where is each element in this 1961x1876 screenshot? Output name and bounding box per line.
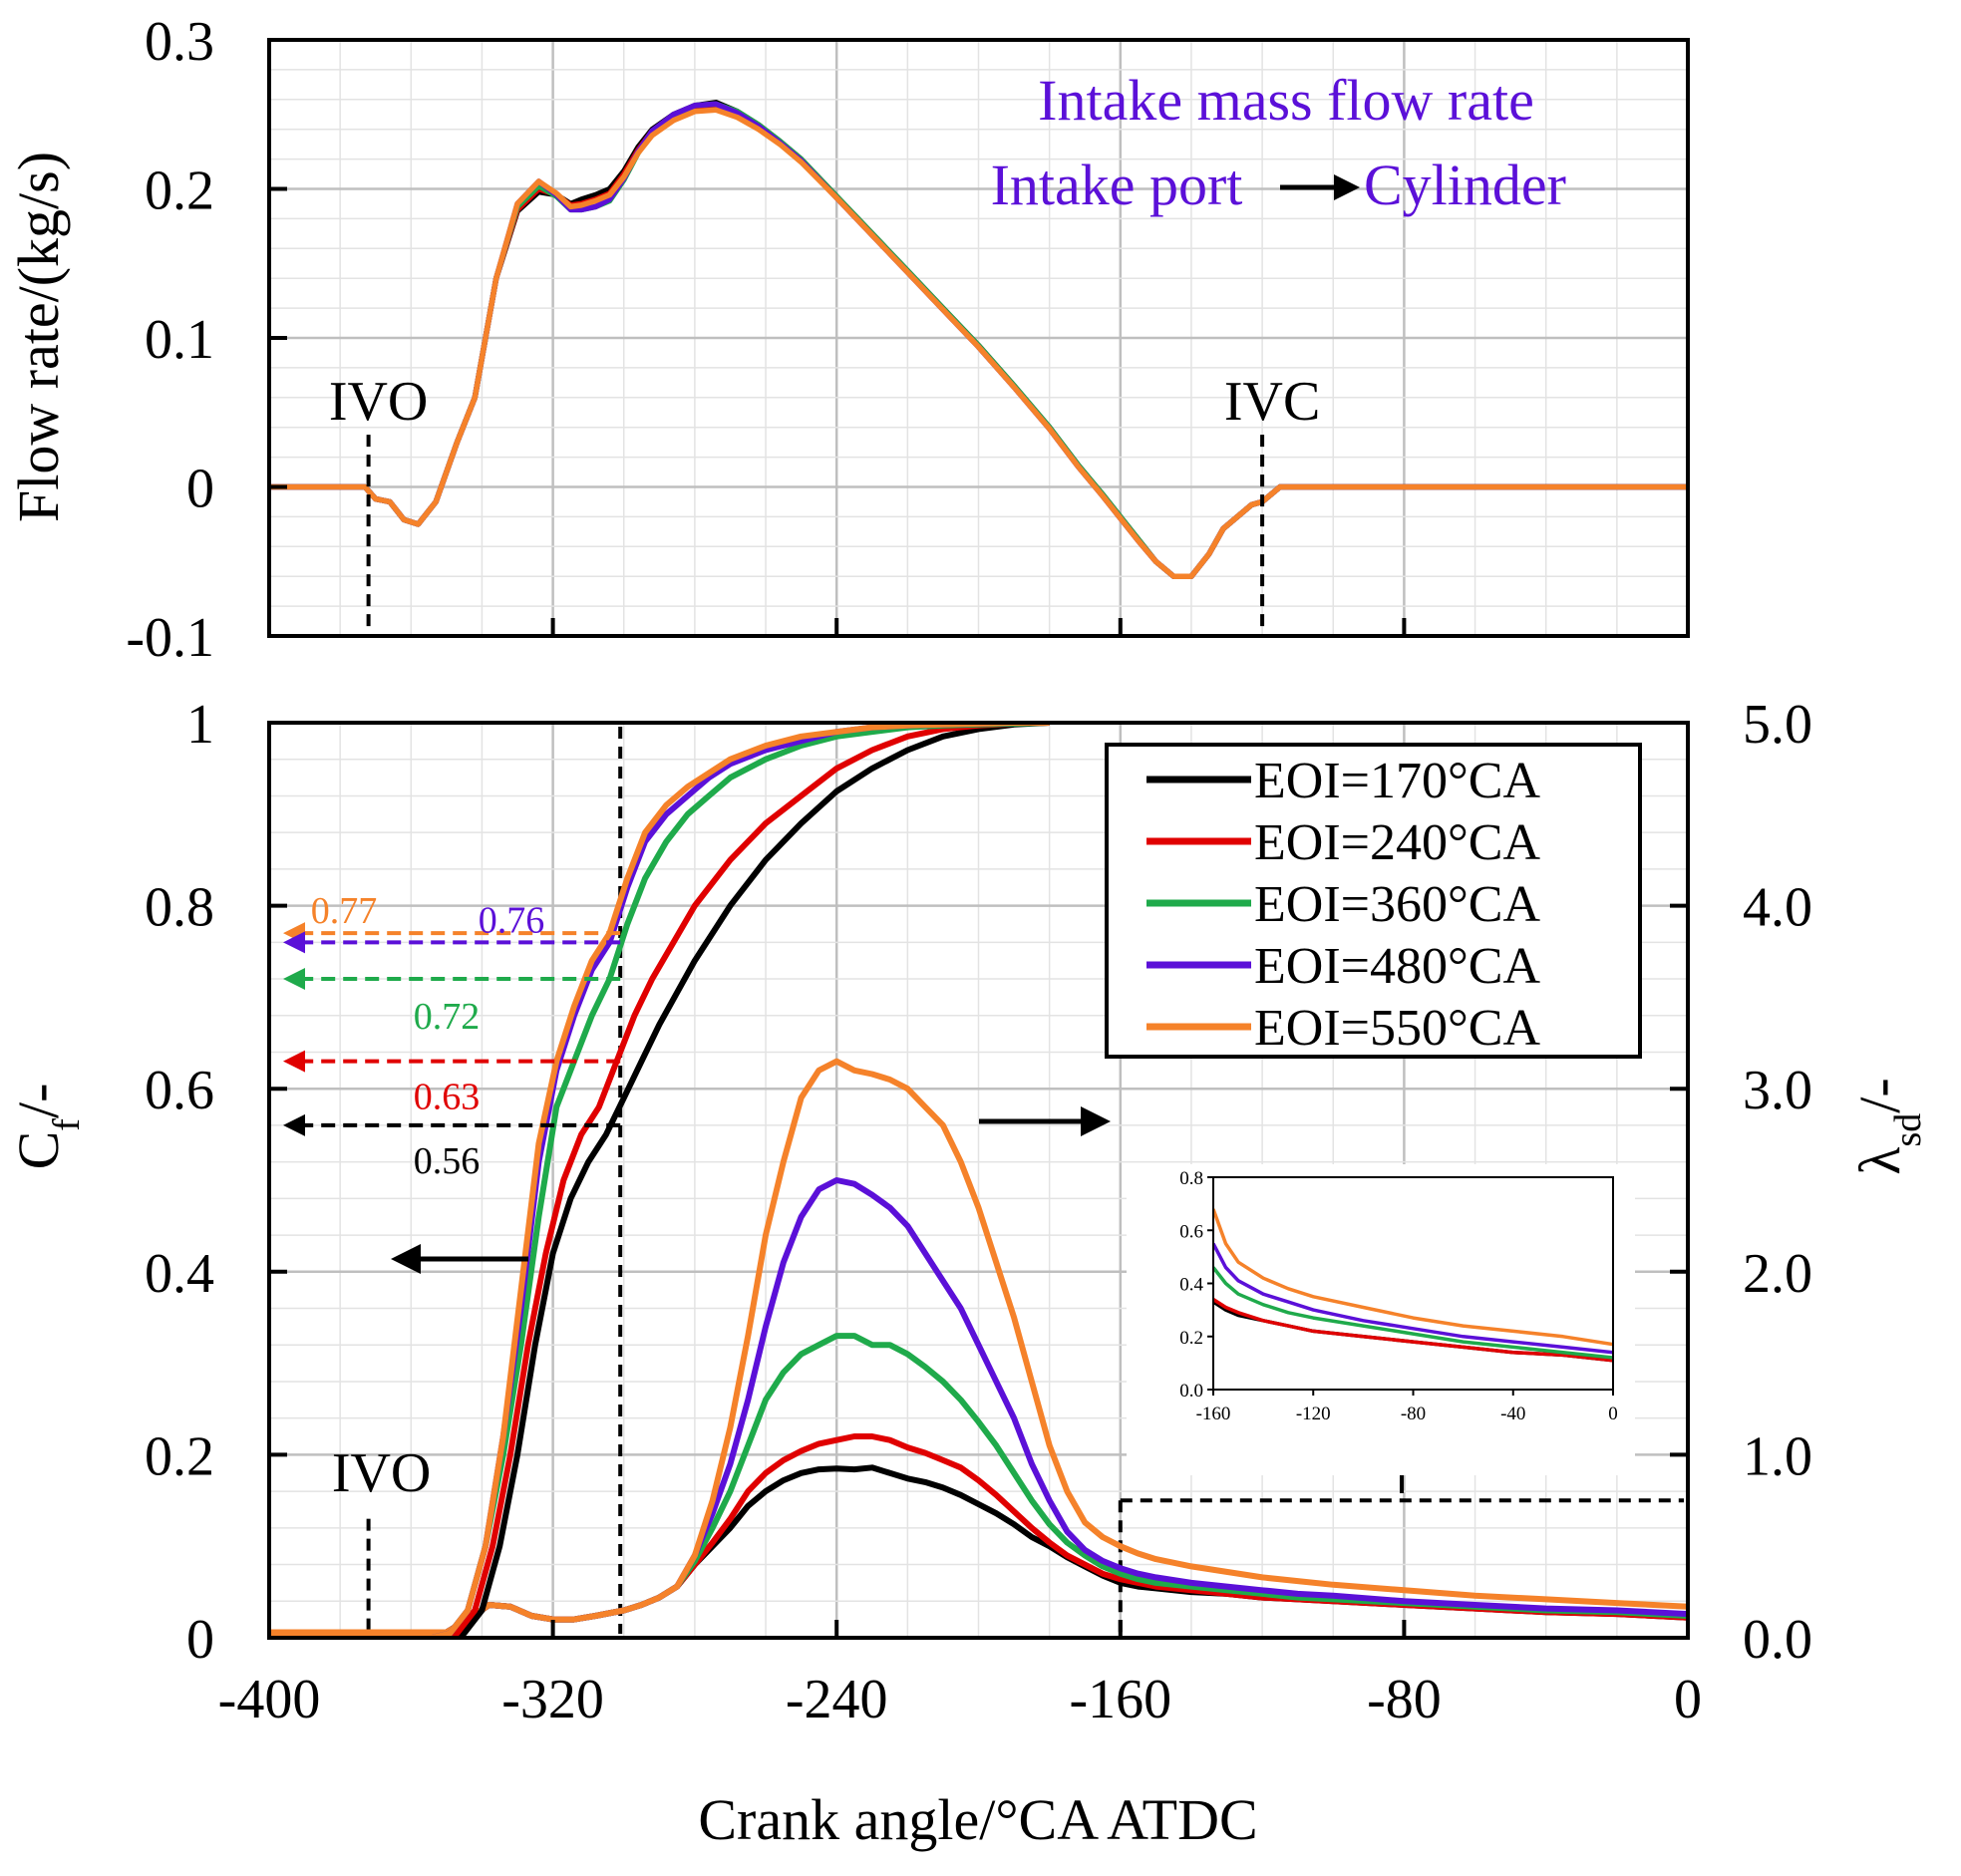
- top-panel-y-axis-title: Flow rate/(kg/s): [6, 152, 71, 522]
- inset-y-tick-label: 0.4: [1179, 1275, 1203, 1296]
- cf-marker-label: 0.72: [414, 996, 481, 1038]
- y-tick-label: 0.0: [1743, 1609, 1812, 1671]
- bottom-panel-x-axis-title: Crank angle/°CA ATDC: [698, 1787, 1257, 1852]
- cf-line-EOI=240°CA: [269, 723, 1050, 1638]
- x-tick-label: -320: [501, 1669, 604, 1730]
- y-tick-label: 0.1: [145, 309, 214, 371]
- left-arrow-icon: [283, 931, 305, 954]
- event-label-ivo: IVO: [329, 371, 429, 433]
- legend-label: EOI=480°CA: [1254, 938, 1540, 995]
- x-tick-label: -160: [1069, 1669, 1171, 1730]
- bottom-panel-left-y-ticks: 0 0.2 0.4 0.6 0.8 1: [145, 694, 287, 1671]
- inset-y-tick-label: 0.2: [1179, 1328, 1203, 1349]
- inset-x-tick-label: -160: [1196, 1404, 1231, 1424]
- top-panel-y-ticks: -0.1 0 0.1 0.2 0.3: [126, 11, 287, 669]
- top-panel-x-ticks: [267, 618, 1690, 636]
- y-tick-label: 0: [186, 459, 214, 520]
- y-tick-label: 2.0: [1743, 1243, 1812, 1305]
- legend-label: EOI=360°CA: [1254, 876, 1540, 933]
- legend-label: EOI=170°CA: [1254, 753, 1540, 809]
- cf-value-markers: 0.77 0.76 0.72 0.63 0.56: [283, 890, 621, 1182]
- inset-line-EOI=480°CA: [1213, 1242, 1613, 1355]
- y-tick-label: 0.2: [145, 1425, 214, 1487]
- inset-chart: 0.0 0.2 0.4 0.6 0.8 -160 -120 -80 -40 0: [1127, 1164, 1635, 1475]
- inset-line-EOI=550°CA: [1213, 1208, 1613, 1347]
- top-panel-series: [269, 100, 1688, 579]
- bottom-panel-frame: [267, 721, 1690, 1640]
- inset-line-EOI=360°CA: [1213, 1266, 1613, 1360]
- inset-x-ticks: -160 -120 -80 -40 0: [1196, 1390, 1618, 1424]
- inset-y-tick-label: 0.8: [1179, 1168, 1203, 1189]
- y-tick-label: 0.6: [145, 1060, 214, 1121]
- event-label-ivo: IVO: [332, 1442, 432, 1504]
- inset-x-tick-label: -120: [1296, 1404, 1331, 1424]
- series-line-EOI=550°CA: [269, 107, 1688, 579]
- lambda-line-EOI=550°CA: [269, 1058, 1688, 1636]
- inset-y-tick-label: 0.6: [1179, 1221, 1203, 1242]
- y-tick-label: 0.4: [145, 1243, 214, 1305]
- x-tick-label: -80: [1367, 1669, 1442, 1730]
- y-tick-label: 4.0: [1743, 877, 1812, 939]
- x-tick-label: -240: [786, 1669, 888, 1730]
- legend-box: [1105, 743, 1642, 1059]
- event-label-ivc: IVC: [1224, 371, 1320, 433]
- inset-series: [1213, 1208, 1613, 1363]
- legend: EOI=170°CAEOI=240°CAEOI=360°CAEOI=480°CA…: [1105, 743, 1642, 1059]
- y-tick-label: 0.3: [145, 11, 214, 73]
- cf-marker-label: 0.77: [311, 890, 378, 932]
- right-arrow-icon: [1280, 174, 1360, 200]
- cf-marker-label: 0.63: [414, 1077, 481, 1118]
- legend-label: EOI=550°CA: [1254, 1000, 1540, 1057]
- left-arrow-icon: [283, 968, 305, 991]
- y-tick-label: 5.0: [1743, 694, 1812, 756]
- left-arrow-icon: [283, 1050, 305, 1073]
- inset-y-tick-label: 0.0: [1179, 1381, 1203, 1402]
- bottom-panel-right-y-axis-title: λsd/-: [1847, 1078, 1929, 1174]
- cf-marker-label: 0.56: [414, 1140, 481, 1182]
- x-tick-label: 0: [1674, 1669, 1702, 1730]
- bottom-panel-x-ticks: -400 -320 -240 -160 -80 0: [218, 1620, 1702, 1730]
- left-arrow-icon: [391, 1244, 528, 1274]
- y-tick-label: -0.1: [126, 607, 214, 669]
- left-arrow-icon: [283, 1113, 305, 1136]
- y-tick-label: 0.2: [145, 160, 214, 222]
- x-tick-label: -400: [218, 1669, 321, 1730]
- y-tick-label: 3.0: [1743, 1060, 1812, 1121]
- top-panel-title-line-1: Intake mass flow rate: [1038, 68, 1534, 133]
- y-tick-label: 1.0: [1743, 1425, 1812, 1487]
- inset-background: [1127, 1164, 1635, 1475]
- y-tick-label: 0.8: [145, 877, 214, 939]
- bottom-panel-series: [269, 723, 1688, 1638]
- y-tick-label: 0: [186, 1609, 214, 1671]
- inset-x-tick-label: -80: [1401, 1404, 1426, 1424]
- cf-line-EOI=550°CA: [269, 723, 1050, 1638]
- inset-line-EOI=240°CA: [1213, 1298, 1613, 1363]
- bottom-panel-event-markers: IVO: [332, 727, 1684, 1634]
- inset-x-tick-label: -40: [1500, 1404, 1525, 1424]
- top-panel-title-intake-port: Intake port: [991, 153, 1243, 217]
- y-tick-label: 1: [186, 694, 214, 756]
- bottom-panel-left-y-axis-title: Cf/-: [6, 1084, 88, 1170]
- inset-x-tick-label: 0: [1608, 1404, 1618, 1424]
- top-panel-title-cylinder: Cylinder: [1364, 153, 1566, 217]
- cf-marker-label: 0.76: [479, 899, 545, 941]
- top-panel-event-markers: IVO IVC: [329, 371, 1320, 630]
- cf-line-EOI=170°CA: [269, 723, 1050, 1638]
- right-arrow-icon: [979, 1106, 1111, 1136]
- legend-label: EOI=240°CA: [1254, 814, 1540, 871]
- inset-y-ticks: 0.0 0.2 0.4 0.6 0.8: [1179, 1168, 1213, 1402]
- bottom-panel-right-y-ticks: 0.0 1.0 2.0 3.0 4.0 5.0: [1670, 694, 1812, 1671]
